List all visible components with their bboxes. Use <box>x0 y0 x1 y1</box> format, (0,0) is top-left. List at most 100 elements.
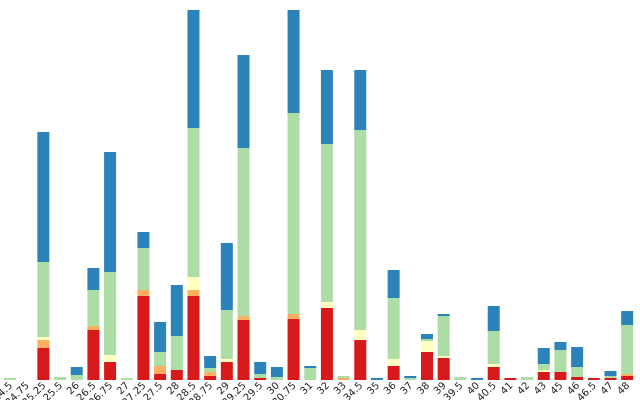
bar-segment <box>571 377 584 380</box>
x-tick-label: 36 <box>382 380 399 397</box>
bar-segment <box>37 340 50 348</box>
bar-segment <box>154 366 167 374</box>
bar-segment <box>137 296 150 380</box>
x-tick-label: 48 <box>615 380 632 397</box>
bar-segment <box>471 378 484 380</box>
bar-segment <box>37 348 50 380</box>
bar-segment <box>604 378 617 380</box>
bar-segment <box>137 290 150 296</box>
bar-segment <box>170 370 183 380</box>
bar-segment <box>337 378 350 380</box>
bar-segment <box>621 311 634 325</box>
bar-segment <box>70 367 83 375</box>
bar-segment <box>537 364 550 370</box>
bar-segment <box>487 364 500 367</box>
x-tick-label: 32 <box>315 380 332 397</box>
bar-segment <box>220 310 233 359</box>
bar-segment <box>104 355 117 362</box>
bar-segment <box>237 55 250 148</box>
x-tick-label: 43 <box>532 380 549 397</box>
bar-segment <box>187 290 200 296</box>
bar-segment <box>287 319 300 380</box>
bar-segment <box>170 336 183 370</box>
bar-segment <box>320 308 333 380</box>
bar-segment <box>354 330 367 340</box>
bar-segment <box>604 371 617 376</box>
bar-segment <box>87 268 100 290</box>
bar-segment <box>104 272 117 355</box>
bar-segment <box>304 366 317 368</box>
bar-segment <box>537 372 550 380</box>
bar-segment <box>604 376 617 378</box>
bar-segment <box>354 130 367 330</box>
bar-segment <box>220 243 233 310</box>
bar-segment <box>37 262 50 337</box>
bar-segment <box>320 70 333 144</box>
bar-segment <box>621 325 634 374</box>
x-tick-label: 37 <box>399 380 416 397</box>
bar-segment <box>354 340 367 380</box>
bar-segment <box>421 341 433 352</box>
bar-segment <box>237 320 250 380</box>
bar-segment <box>287 113 300 314</box>
bar-segment <box>504 378 517 380</box>
bar-segment <box>137 248 150 290</box>
bar-segment <box>421 352 433 380</box>
bar-segment <box>571 347 584 367</box>
bar-segment <box>437 356 450 358</box>
x-tick-label: 35 <box>365 380 382 397</box>
bar-segment <box>320 302 333 308</box>
bar-segment <box>404 376 417 378</box>
bar-segment <box>387 359 400 366</box>
bar-segment <box>454 377 467 380</box>
bar-segment <box>254 374 267 378</box>
bar-segment <box>320 144 333 302</box>
bar-segment <box>270 367 283 377</box>
bar-segment <box>537 370 550 372</box>
bar-segment <box>587 378 600 380</box>
bar-segment <box>421 334 433 339</box>
bar-segment <box>537 348 550 364</box>
bar-segment <box>554 350 567 372</box>
bar-segment <box>387 298 400 359</box>
bar-segment <box>237 316 250 320</box>
bar-segment <box>104 362 117 380</box>
bar-segment <box>220 359 233 362</box>
bar-segment <box>70 375 83 380</box>
bar-segment <box>337 376 350 378</box>
bar-segment <box>237 148 250 316</box>
x-tick-label: 41 <box>499 380 516 397</box>
bar-segment <box>287 314 300 319</box>
bar-segment <box>170 285 183 336</box>
bar-segment <box>554 342 567 350</box>
bar-segment <box>487 306 500 331</box>
bar-segment <box>287 10 300 113</box>
bar-segment <box>437 358 450 380</box>
bar-segment <box>204 372 217 376</box>
bar-segment <box>104 152 117 272</box>
bar-segment <box>154 322 167 352</box>
bar-segment <box>554 372 567 380</box>
bar-segment <box>354 70 367 130</box>
bar-segment <box>187 10 200 128</box>
bar-segment <box>87 326 100 330</box>
bar-segment <box>154 374 167 380</box>
bar-segment <box>87 290 100 326</box>
bar-segment <box>370 378 383 380</box>
bar-segment <box>220 362 233 380</box>
bar-segment <box>54 377 67 380</box>
bar-segment <box>437 314 450 316</box>
bar-segment <box>387 270 400 298</box>
bar-segment <box>187 128 200 277</box>
bar-segment <box>387 366 400 380</box>
bar-segment <box>120 378 133 380</box>
bar-segment <box>254 378 267 380</box>
bar-segment <box>154 352 167 366</box>
bar-segment <box>137 232 150 248</box>
bar-segment <box>621 374 634 376</box>
bar-segment <box>487 367 500 380</box>
x-tick-label: 42 <box>515 380 532 397</box>
bar-segment <box>404 378 417 380</box>
bar-segment <box>270 377 283 380</box>
